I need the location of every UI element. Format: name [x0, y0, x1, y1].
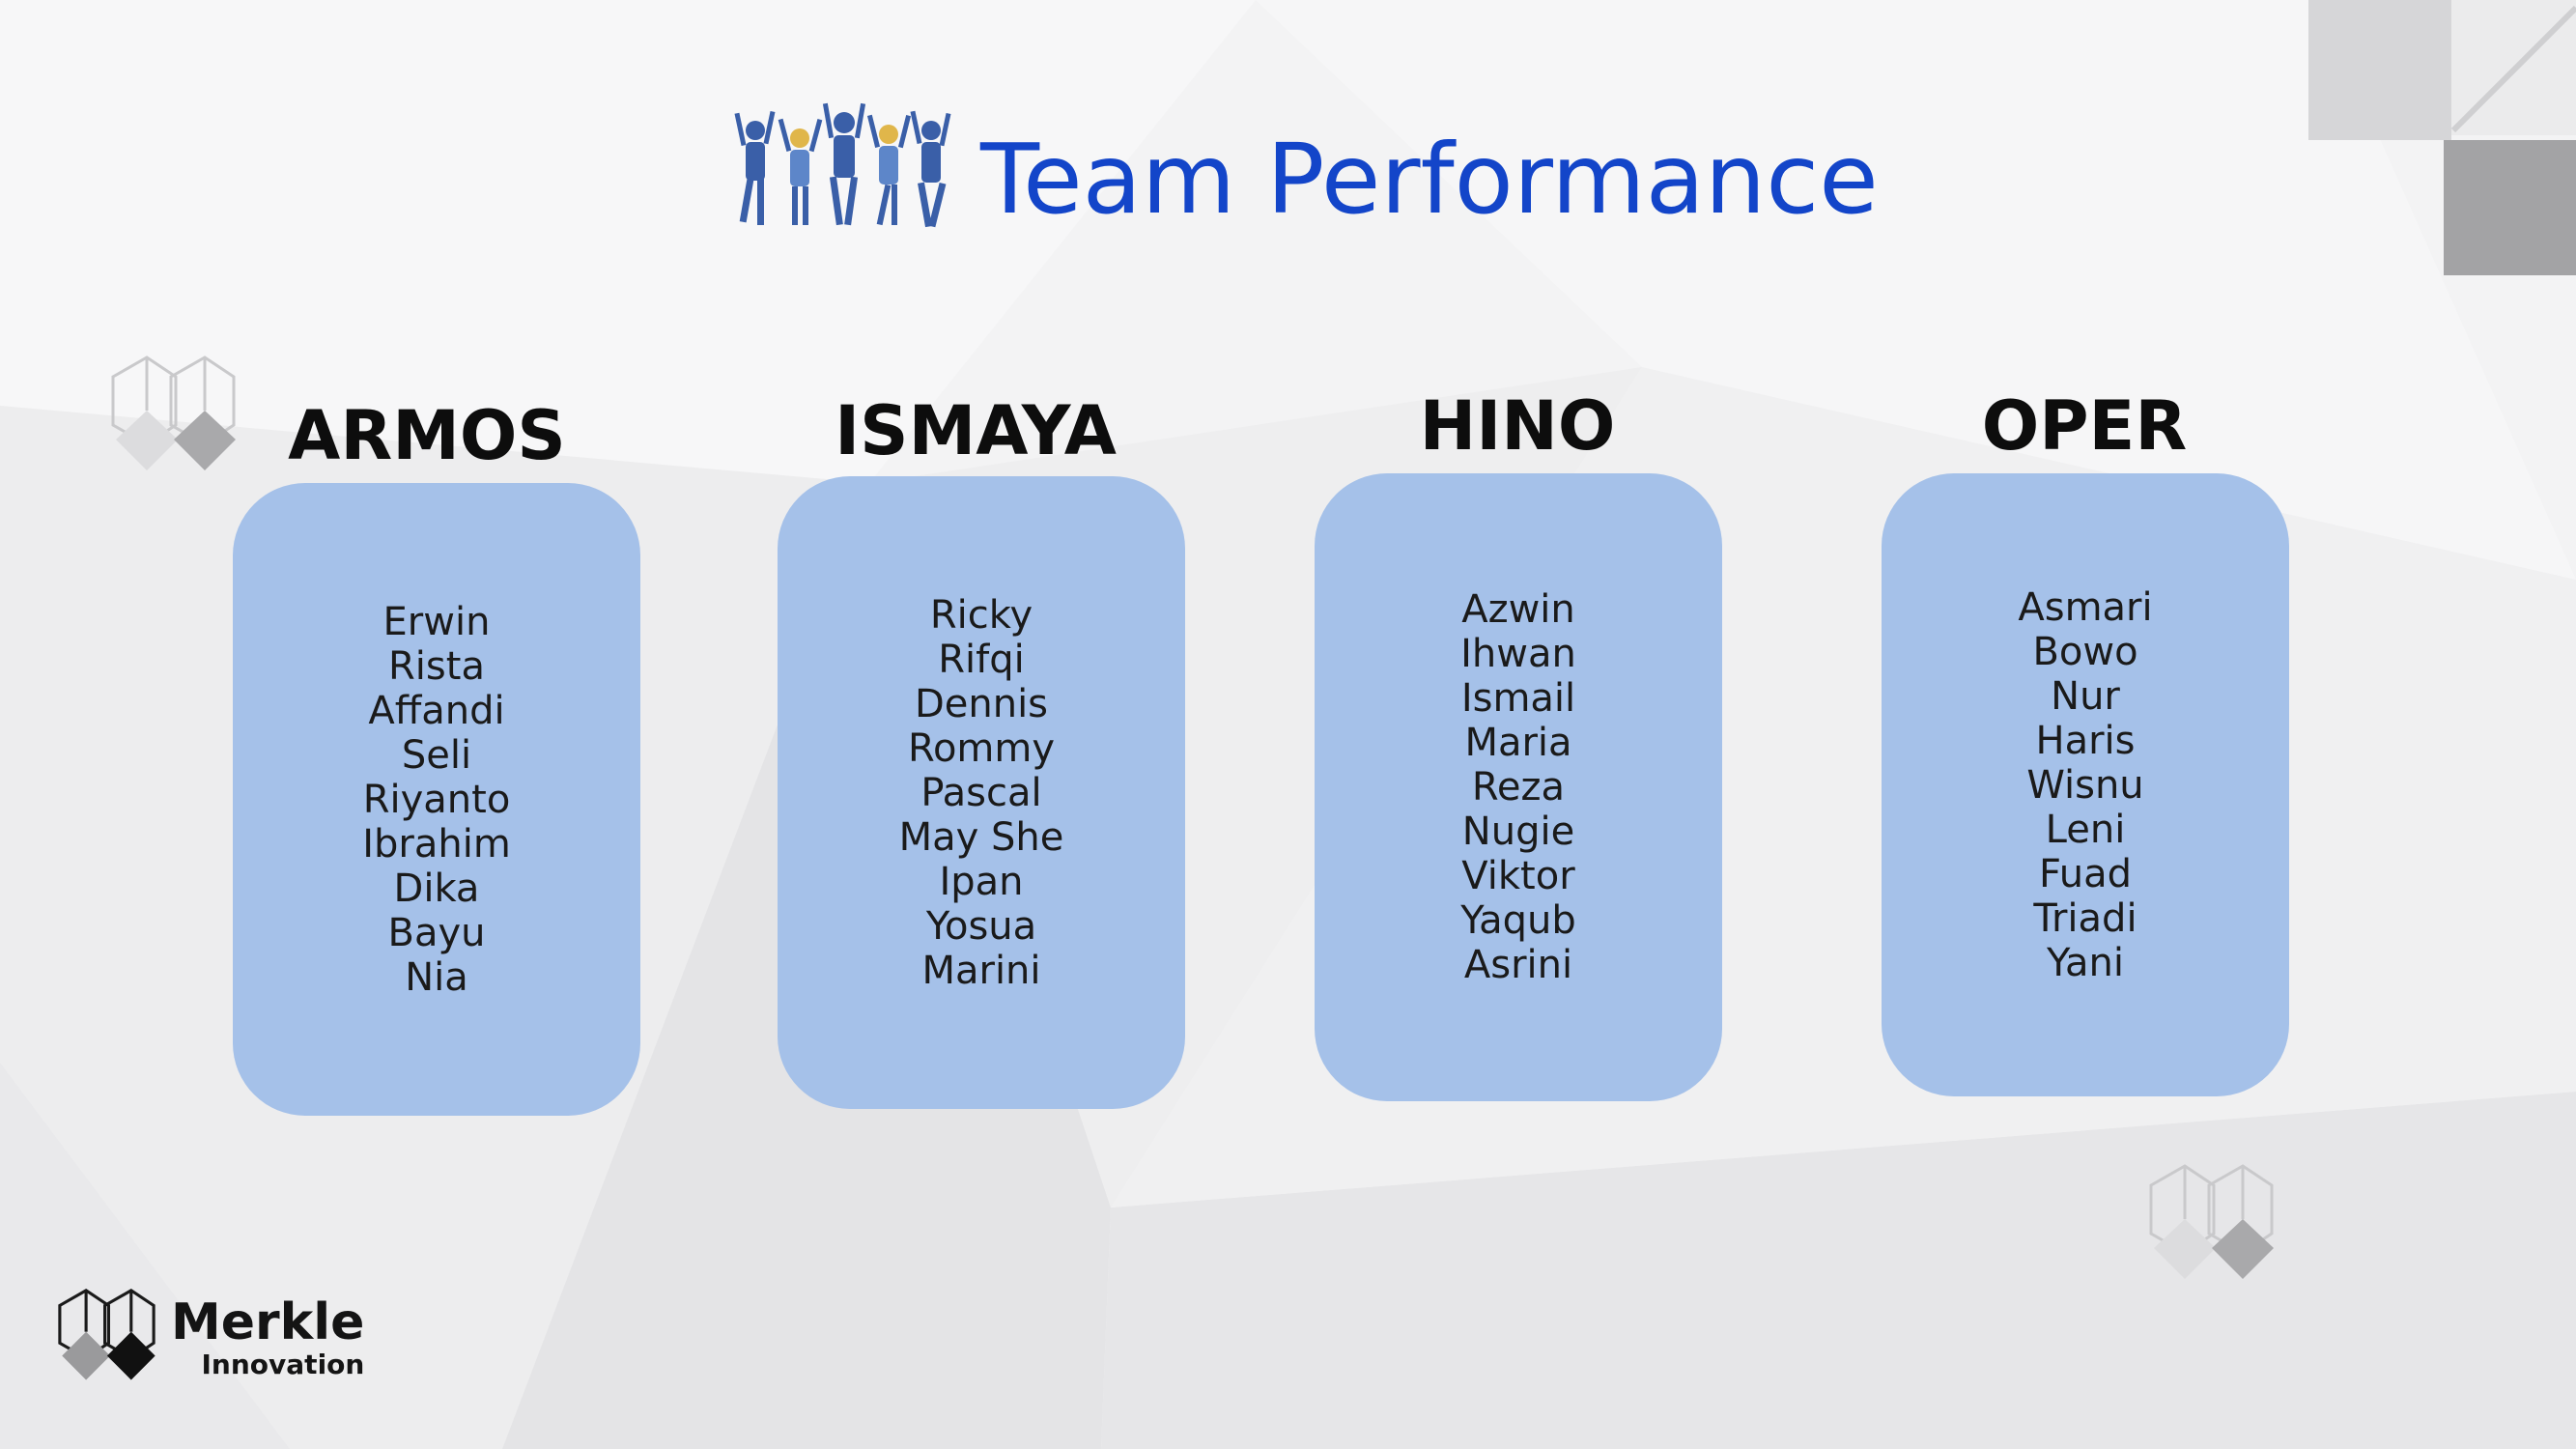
logo-subtitle: Innovation — [201, 1348, 365, 1380]
merkle-cube-logo-icon — [58, 1289, 156, 1380]
member-list: Azwin Ihwan Ismail Maria Reza Nugie Vikt… — [1460, 587, 1576, 987]
list-item: Bayu — [387, 910, 486, 955]
list-item: Ismail — [1460, 676, 1576, 721]
list-item: Triadi — [2033, 895, 2137, 941]
team-name-hino: HINO — [1419, 386, 1616, 466]
list-item: Dennis — [914, 681, 1049, 726]
list-item: Erwin — [382, 599, 491, 644]
list-item: Riyanto — [362, 777, 511, 822]
merkle-logo: Merkle Innovation — [56, 1287, 364, 1388]
list-item: Affandi — [368, 688, 505, 733]
member-list: Erwin Rista Affandi Seli Riyanto Ibrahim… — [362, 600, 511, 1000]
cube-decoration-icon — [111, 355, 236, 470]
list-item: Azwin — [1461, 587, 1575, 632]
list-item: Leni — [2045, 807, 2126, 852]
list-item: Haris — [2035, 718, 2136, 763]
list-item: Wisnu — [2026, 762, 2144, 808]
list-item: Yosua — [925, 903, 1037, 949]
list-item: Viktor — [1461, 854, 1575, 898]
list-item: Dika — [393, 866, 480, 911]
list-item: Nugie — [1461, 810, 1575, 854]
logo-name: Merkle — [171, 1293, 365, 1351]
list-item: Ipan — [939, 859, 1024, 904]
list-item: Yaqub — [1460, 898, 1576, 943]
list-item: Fuad — [2038, 851, 2133, 896]
list-item: Bowo — [2032, 629, 2138, 674]
list-item: Rifqi — [938, 637, 1025, 682]
list-item: Marini — [921, 948, 1041, 993]
list-item: Pascal — [920, 770, 1042, 815]
list-item: Asrini — [1463, 943, 1573, 987]
list-item: Rista — [388, 643, 485, 689]
team-card-ismaya: Ricky Rifqi Dennis Rommy Pascal May She … — [778, 476, 1185, 1109]
team-card-oper: Asmari Bowo Nur Haris Wisnu Leni Fuad Tr… — [1882, 473, 2289, 1096]
list-item: Ricky — [929, 592, 1033, 638]
list-item: Seli — [401, 732, 472, 778]
list-item: May She — [898, 814, 1064, 860]
list-item: Yani — [2047, 940, 2124, 985]
list-item: Reza — [1471, 765, 1566, 810]
cube-decoration-icon — [2149, 1164, 2274, 1279]
slide-header: Team Performance — [734, 101, 1879, 256]
list-item: Asmari — [2018, 584, 2153, 630]
team-name-oper: OPER — [1981, 386, 2188, 466]
team-name-ismaya: ISMAYA — [835, 391, 1117, 470]
list-item: Nur — [2051, 673, 2120, 719]
member-list: Ricky Rifqi Dennis Rommy Pascal May She … — [899, 593, 1064, 993]
team-card-hino: Azwin Ihwan Ismail Maria Reza Nugie Vikt… — [1315, 473, 1722, 1101]
list-item: Ibrahim — [362, 821, 511, 867]
list-item: Ihwan — [1460, 632, 1576, 676]
team-card-armos: Erwin Rista Affandi Seli Riyanto Ibrahim… — [233, 483, 640, 1116]
page-title: Team Performance — [980, 122, 1879, 236]
celebrating-team-icon — [734, 102, 951, 228]
member-list: Asmari Bowo Nur Haris Wisnu Leni Fuad Tr… — [2018, 585, 2152, 985]
list-item: Nia — [405, 954, 468, 1000]
list-item: Rommy — [907, 725, 1056, 771]
team-name-armos: ARMOS — [288, 396, 566, 475]
list-item: Maria — [1464, 721, 1572, 765]
